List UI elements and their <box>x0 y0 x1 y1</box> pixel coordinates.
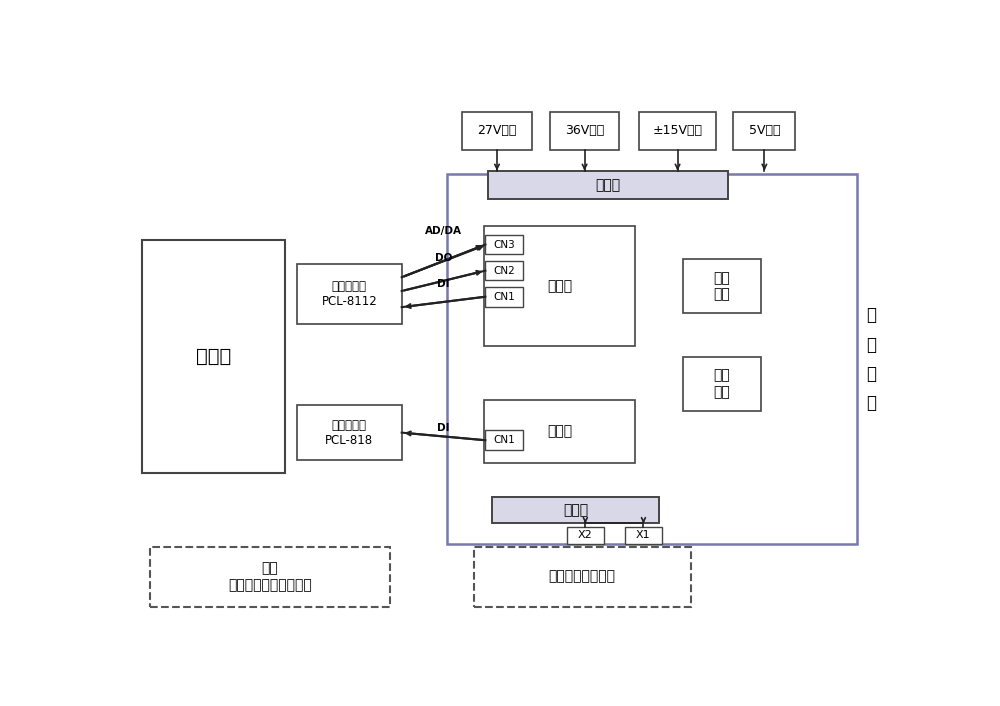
Text: ±15V电源: ±15V电源 <box>653 124 703 138</box>
Text: 36V电源: 36V电源 <box>565 124 604 138</box>
Text: 自动油门执行机构: 自动油门执行机构 <box>549 570 616 584</box>
Bar <box>447 174 857 544</box>
Bar <box>485 235 523 254</box>
Bar <box>142 239 285 474</box>
Bar <box>485 431 523 450</box>
Bar <box>484 226 635 346</box>
Bar <box>150 546 390 606</box>
Bar <box>485 287 523 306</box>
Text: 端子排: 端子排 <box>563 503 588 517</box>
Bar <box>550 112 619 150</box>
Text: 油门
（含位置反馈传感器）: 油门 （含位置反馈传感器） <box>228 561 312 592</box>
Text: 接
线
平
台: 接 线 平 台 <box>866 306 876 412</box>
Bar <box>733 112 795 150</box>
Text: 工控机: 工控机 <box>196 347 231 366</box>
Bar <box>567 527 604 544</box>
Bar <box>485 261 523 280</box>
Text: DI: DI <box>437 423 450 433</box>
Bar <box>484 400 635 462</box>
Text: AD/DA: AD/DA <box>425 226 462 236</box>
Bar <box>474 546 691 606</box>
Bar <box>639 112 716 150</box>
Text: 5V电源: 5V电源 <box>749 124 780 138</box>
Text: CN1: CN1 <box>493 292 515 301</box>
Text: 数据采集卡
PCL-8112: 数据采集卡 PCL-8112 <box>321 280 377 308</box>
Bar <box>488 171 728 199</box>
Text: CN3: CN3 <box>493 239 515 249</box>
Bar <box>683 357 761 411</box>
Text: CN1: CN1 <box>493 435 515 445</box>
Text: X1: X1 <box>636 530 651 540</box>
Text: X2: X2 <box>578 530 593 540</box>
Bar <box>297 405 402 460</box>
Bar <box>492 497 659 523</box>
Text: 27V电源: 27V电源 <box>477 124 517 138</box>
Text: DO: DO <box>435 253 452 263</box>
Bar <box>297 264 402 324</box>
Bar <box>625 527 662 544</box>
Bar <box>462 112 532 150</box>
Text: 继电
器组: 继电 器组 <box>713 369 730 399</box>
Text: 端子排: 端子排 <box>595 178 620 192</box>
Text: 操作
面板: 操作 面板 <box>713 271 730 301</box>
Text: 端子板: 端子板 <box>547 279 572 293</box>
Text: CN2: CN2 <box>493 265 515 275</box>
Text: 数据采集卡
PCL-818: 数据采集卡 PCL-818 <box>325 419 373 447</box>
Text: DI: DI <box>437 279 450 289</box>
Text: 端子板: 端子板 <box>547 424 572 438</box>
Bar <box>683 258 761 313</box>
